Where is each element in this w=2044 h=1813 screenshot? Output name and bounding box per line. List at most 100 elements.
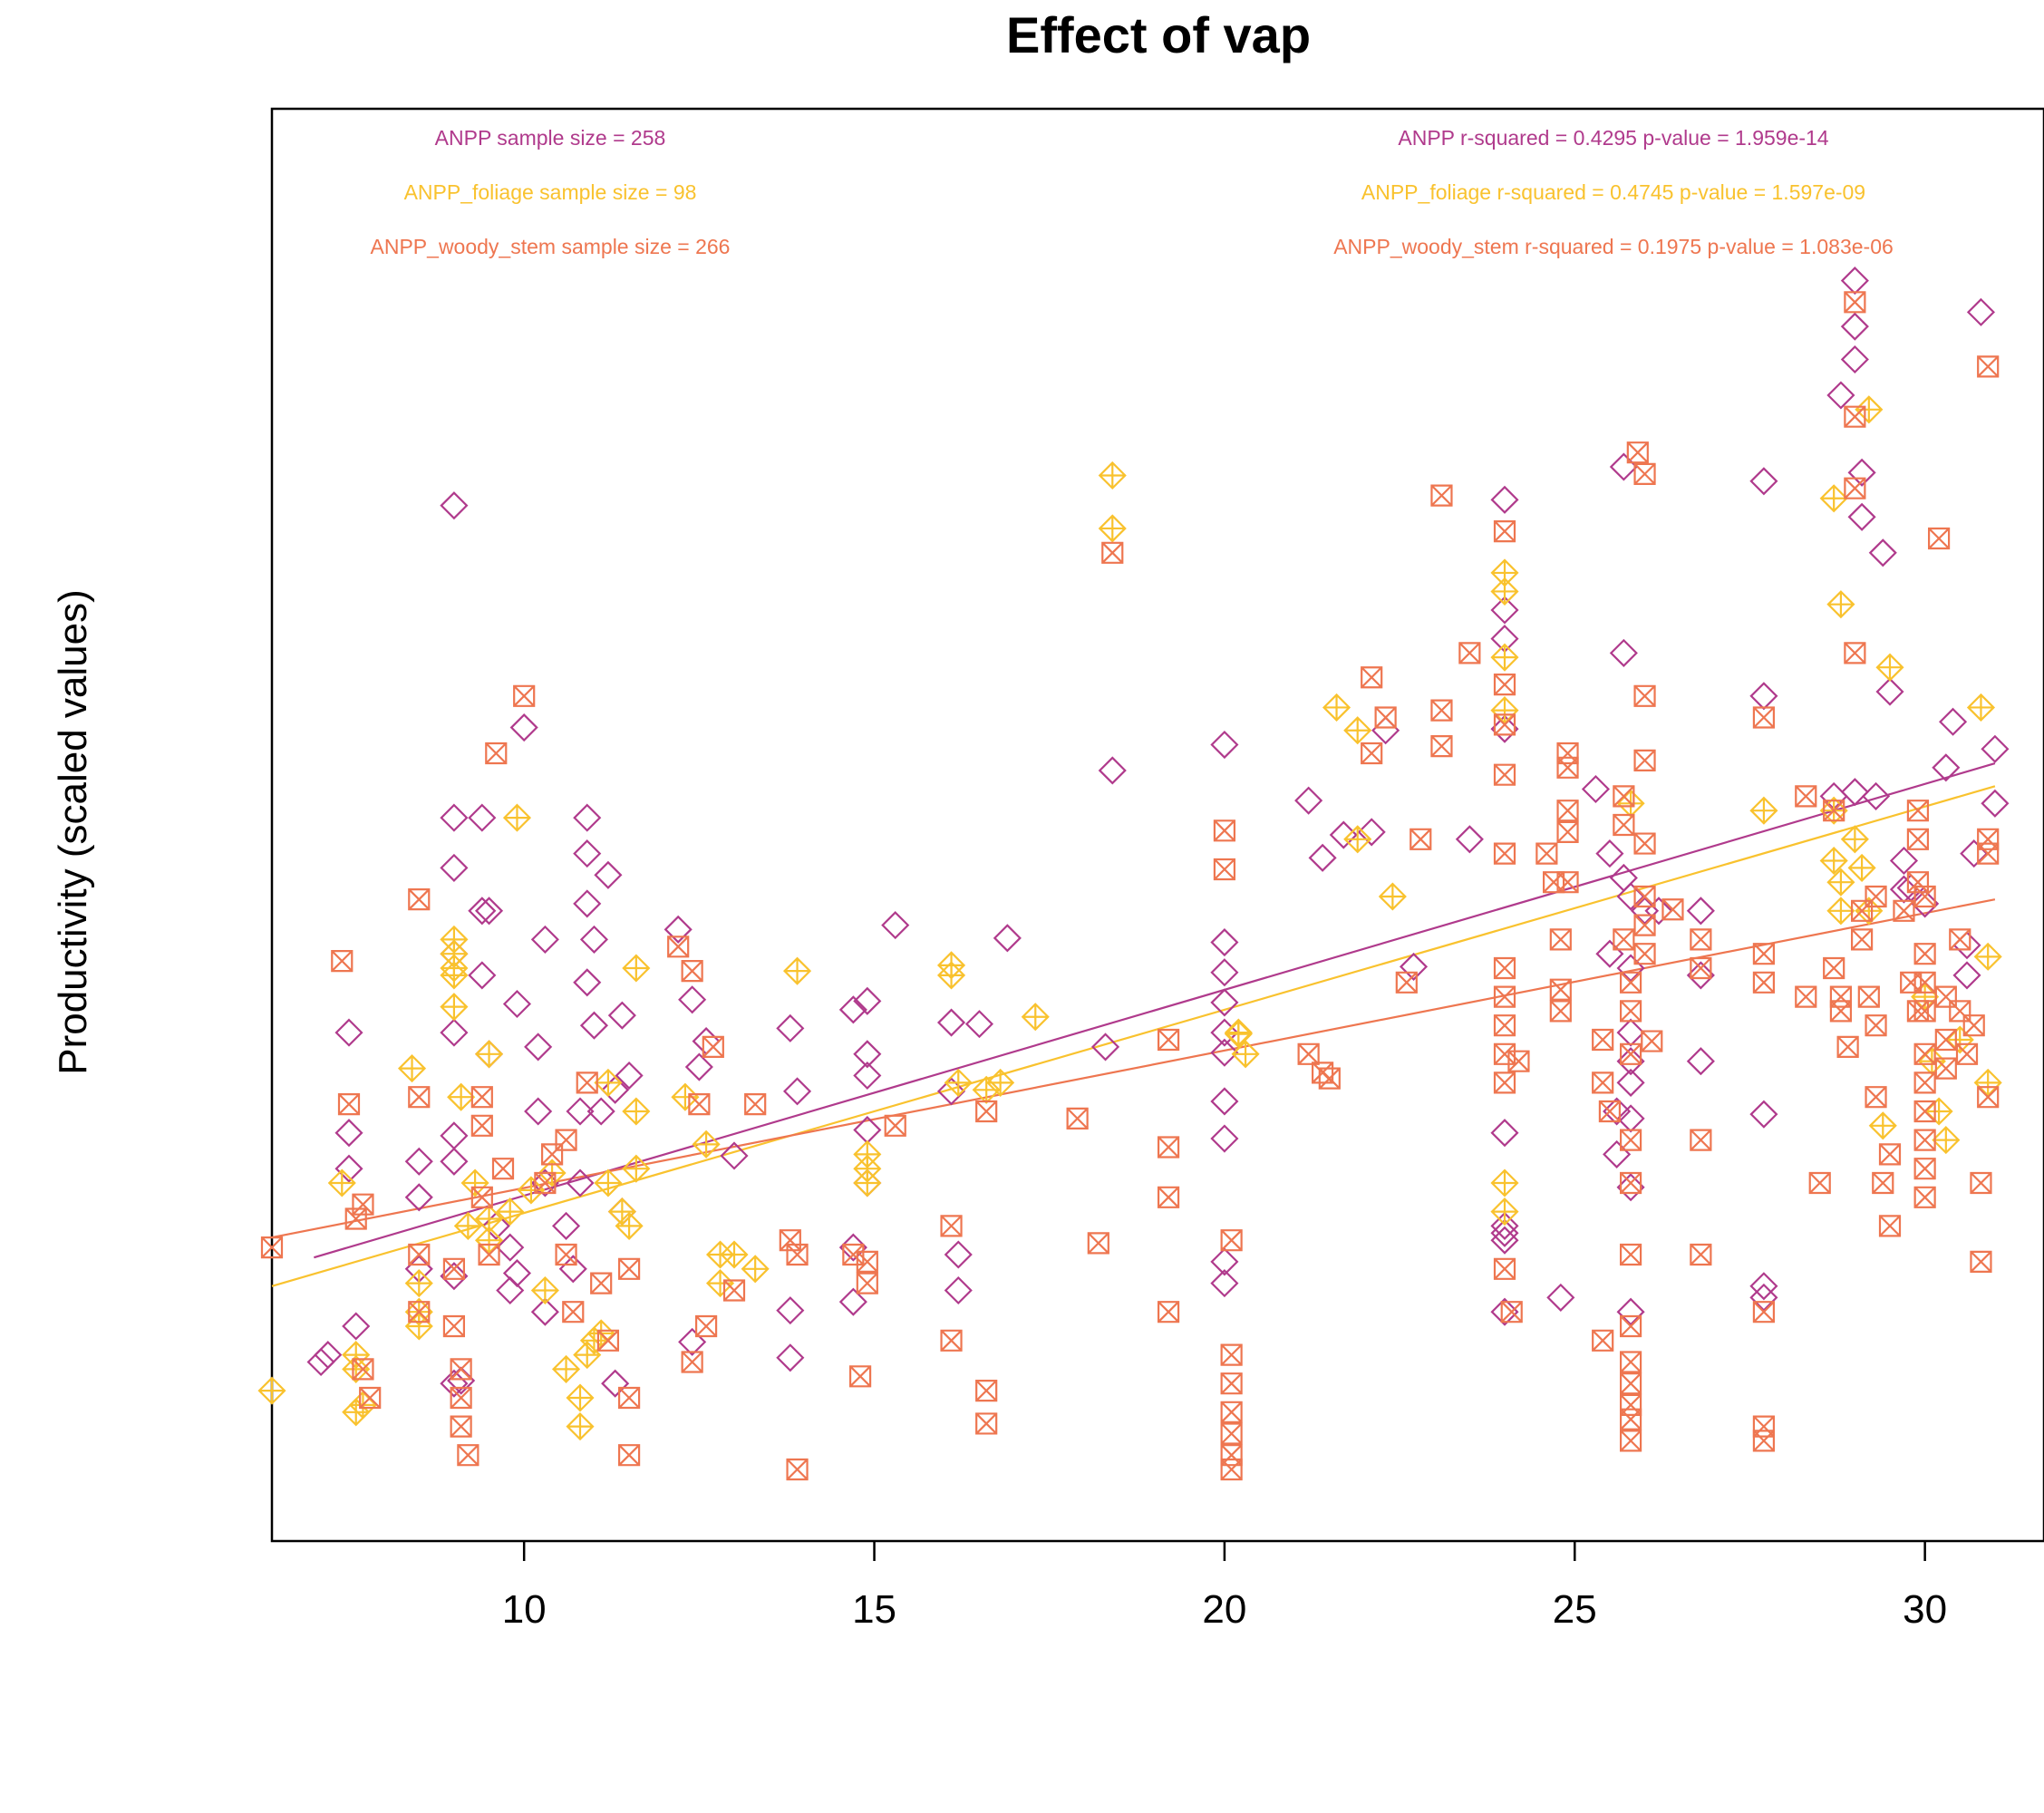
- point-anpp: [1490, 1297, 1519, 1326]
- point-anpp-woody-stem: [1318, 1067, 1341, 1090]
- point-anpp: [1826, 381, 1855, 410]
- point-anpp: [1686, 1047, 1715, 1076]
- point-anpp-foliage: [1973, 1068, 2002, 1097]
- point-anpp: [1490, 1211, 1519, 1240]
- point-anpp-woody-stem: [1633, 749, 1656, 771]
- point-anpp: [530, 925, 559, 954]
- point-anpp: [558, 1255, 587, 1284]
- point-anpp: [1490, 485, 1519, 514]
- point-anpp-woody-stem: [1549, 928, 1572, 951]
- point-anpp: [1329, 820, 1358, 849]
- point-anpp-woody-stem: [1823, 800, 1845, 822]
- point-anpp: [1490, 1218, 1519, 1247]
- point-anpp: [1210, 1269, 1239, 1298]
- point-anpp-foliage: [257, 1376, 286, 1405]
- point-anpp: [404, 1183, 433, 1212]
- point-anpp-woody-stem: [786, 1243, 809, 1266]
- point-anpp-woody-stem: [590, 1272, 613, 1294]
- point-anpp: [573, 889, 602, 918]
- point-anpp-woody-stem: [450, 1415, 472, 1438]
- point-anpp-woody-stem: [1220, 1343, 1243, 1366]
- point-anpp: [1210, 1247, 1239, 1276]
- point-anpp-foliage: [622, 1097, 651, 1126]
- point-anpp-woody-stem: [1066, 1107, 1089, 1129]
- point-anpp: [853, 1061, 882, 1091]
- point-anpp: [586, 1097, 615, 1126]
- point-anpp-woody-stem: [1633, 684, 1656, 707]
- point-anpp-woody-stem: [1934, 1057, 1957, 1080]
- point-anpp-woody-stem: [408, 888, 431, 911]
- point-anpp-woody-stem: [1493, 1071, 1516, 1094]
- point-anpp: [1616, 1297, 1645, 1326]
- point-anpp: [468, 803, 497, 832]
- point-anpp-foliage: [1868, 1111, 1897, 1140]
- annotation-right: ANPP_foliage r-squared = 0.4745 p-value …: [1361, 180, 1865, 204]
- point-anpp: [1616, 1047, 1645, 1076]
- point-anpp-woody-stem: [1087, 1232, 1109, 1255]
- point-anpp: [776, 1343, 805, 1372]
- point-anpp-foliage: [474, 1226, 504, 1255]
- point-anpp: [720, 1141, 749, 1170]
- point-anpp: [782, 1077, 812, 1106]
- point-anpp-woody-stem: [337, 1093, 361, 1116]
- point-anpp-woody-stem: [1157, 1186, 1180, 1208]
- annotations: ANPP sample size = 258 ANPP_foliage sampl…: [371, 126, 1894, 258]
- point-anpp-woody-stem: [1619, 1372, 1642, 1395]
- point-anpp: [530, 1168, 559, 1197]
- point-anpp-woody-stem: [1220, 1229, 1243, 1252]
- point-anpp: [440, 853, 469, 882]
- point-anpp-foliage: [474, 1040, 504, 1069]
- point-anpp-woody-stem: [1844, 642, 1866, 664]
- point-anpp-woody-stem: [1633, 885, 1656, 908]
- point-anpp: [1686, 897, 1715, 926]
- point-anpp-woody-stem: [856, 1272, 878, 1294]
- point-anpp: [468, 897, 497, 926]
- point-anpp: [566, 1097, 595, 1126]
- point-anpp-woody-stem: [856, 1250, 878, 1273]
- point-anpp-woody-stem: [1913, 971, 1936, 994]
- point-anpp-foliage: [460, 1168, 489, 1197]
- point-anpp-woody-stem: [1220, 1372, 1243, 1395]
- point-anpp-woody-stem: [470, 1086, 493, 1109]
- point-anpp: [468, 961, 497, 990]
- point-anpp-foliage: [720, 1240, 749, 1269]
- point-anpp: [530, 1297, 559, 1326]
- point-anpp: [1294, 786, 1323, 815]
- point-anpp-woody-stem: [1220, 1458, 1243, 1481]
- point-anpp-woody-stem: [1619, 1243, 1642, 1266]
- point-anpp-woody-stem: [562, 1301, 585, 1323]
- point-anpp: [838, 995, 867, 1024]
- point-anpp-woody-stem: [1844, 291, 1866, 314]
- point-anpp-woody-stem: [1977, 1086, 2000, 1109]
- point-anpp: [1875, 677, 1904, 706]
- point-anpp: [776, 1013, 805, 1042]
- point-anpp: [678, 985, 707, 1014]
- point-anpp-woody-stem: [1535, 842, 1558, 865]
- point-anpp-woody-stem: [1619, 1430, 1642, 1452]
- point-anpp-foliage: [1231, 1040, 1260, 1069]
- point-anpp-foliage: [1826, 590, 1855, 619]
- point-anpp-woody-stem: [1955, 1042, 1979, 1065]
- point-anpp-woody-stem: [470, 1114, 493, 1137]
- point-anpp-foliage: [1490, 643, 1519, 672]
- point-anpp-foliage: [1749, 796, 1778, 825]
- point-anpp-woody-stem: [1220, 1401, 1243, 1423]
- point-anpp-woody-stem: [1619, 1171, 1642, 1195]
- point-anpp-woody-stem: [1507, 1050, 1530, 1072]
- point-anpp: [1749, 1272, 1778, 1301]
- point-anpp: [1490, 1119, 1519, 1148]
- point-anpp-foliage: [551, 1354, 581, 1383]
- point-anpp-woody-stem: [1493, 520, 1516, 543]
- point-anpp-foliage: [705, 1269, 735, 1298]
- point-anpp: [579, 925, 609, 954]
- point-anpp: [334, 1154, 363, 1183]
- point-anpp: [342, 1312, 371, 1341]
- point-anpp: [474, 897, 504, 926]
- point-anpp-woody-stem: [1752, 1430, 1776, 1452]
- point-anpp: [601, 1369, 630, 1398]
- point-anpp-foliage: [327, 1168, 356, 1197]
- x-tick-label: 15: [852, 1587, 896, 1632]
- point-anpp: [579, 1011, 609, 1040]
- point-anpp-foliage: [671, 1082, 700, 1111]
- point-anpp: [1981, 789, 2010, 818]
